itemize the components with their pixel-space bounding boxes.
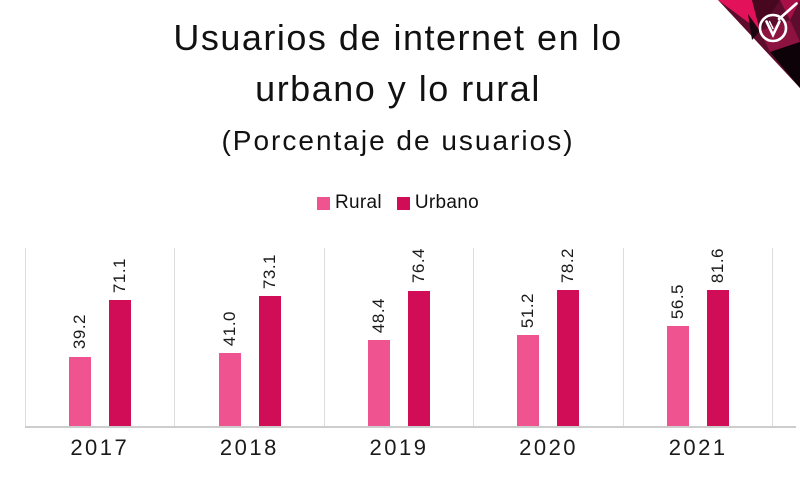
bar-column: 81.6 — [706, 248, 729, 426]
legend-label: Urbano — [414, 192, 480, 213]
bar-group-2021: 56.5 81.6 — [622, 248, 774, 426]
bar-column: 71.1 — [109, 248, 132, 426]
bar-value-label: 39.2 — [70, 314, 90, 350]
legend-swatch-icon — [396, 196, 410, 210]
bar-column: 56.5 — [666, 248, 689, 426]
bar-column: 48.4 — [368, 248, 391, 426]
x-axis-label-2018: 2018 — [219, 435, 279, 460]
legend-swatch-icon — [316, 196, 330, 210]
bar-urbano — [706, 290, 729, 426]
bar-group-2019: 48.4 76.4 — [323, 248, 473, 426]
chart-title-line2: urbano y lo rural — [255, 68, 541, 109]
bar-value-label: 48.4 — [369, 298, 389, 334]
low-poly-corner-triangle — [718, 0, 800, 88]
bar-rural — [69, 356, 92, 426]
bar-value-label: 73.1 — [259, 254, 279, 290]
chart-subtitle: (Porcentaje de usuarios) — [221, 125, 575, 156]
verificado-logo-badge — [718, 0, 800, 88]
x-axis-line — [25, 426, 796, 428]
bar-value-label: 81.6 — [707, 248, 727, 284]
legend-item-rural: Rural — [316, 192, 382, 214]
x-axis-label-2019: 2019 — [369, 435, 429, 460]
bar-rural — [218, 353, 241, 426]
bar-value-label: 71.1 — [110, 257, 130, 293]
bar-urbano — [109, 299, 132, 426]
bar-column: 41.0 — [218, 248, 241, 426]
x-axis-label-2020: 2020 — [519, 435, 579, 460]
bar-value-label: 56.5 — [667, 283, 687, 319]
bar-column: 51.2 — [517, 248, 540, 426]
bar-column: 76.4 — [408, 248, 431, 426]
chart-title: Usuarios de internet en lo urbano y lo r… — [0, 12, 796, 114]
bar-group-2020: 51.2 78.2 — [473, 248, 622, 426]
legend: Rural Urbano — [0, 192, 796, 214]
bar-urbano — [408, 290, 431, 426]
bar-rural — [666, 325, 689, 426]
bar-column: 78.2 — [557, 248, 580, 426]
x-axis-labels: 2017 2018 2019 2020 2021 — [25, 433, 773, 463]
chart-title-line1: Usuarios de internet en lo — [173, 17, 623, 58]
bar-column: 39.2 — [69, 248, 92, 426]
bar-urbano — [258, 296, 281, 426]
bar-value-label: 51.2 — [518, 293, 538, 329]
bar-group-2018: 41.0 73.1 — [174, 248, 323, 426]
legend-item-urbano: Urbano — [396, 192, 480, 214]
x-axis-label-2021: 2021 — [668, 435, 728, 460]
legend-label: Rural — [334, 192, 382, 213]
bar-rural — [517, 335, 540, 426]
bar-value-label: 76.4 — [409, 248, 429, 284]
chart-plot: 39.2 71.1 41.0 73.1 48.4 76.4 51.2 78.2 56.5 81.6 — [25, 248, 774, 426]
bar-column: 73.1 — [258, 248, 281, 426]
x-axis-label-2017: 2017 — [70, 435, 130, 460]
bar-urbano — [557, 290, 580, 426]
bar-rural — [368, 340, 391, 426]
bar-value-label: 78.2 — [558, 248, 578, 284]
check-circle-icon — [758, 2, 798, 43]
bar-value-label: 41.0 — [219, 311, 239, 347]
bar-group-2017: 39.2 71.1 — [25, 248, 174, 426]
